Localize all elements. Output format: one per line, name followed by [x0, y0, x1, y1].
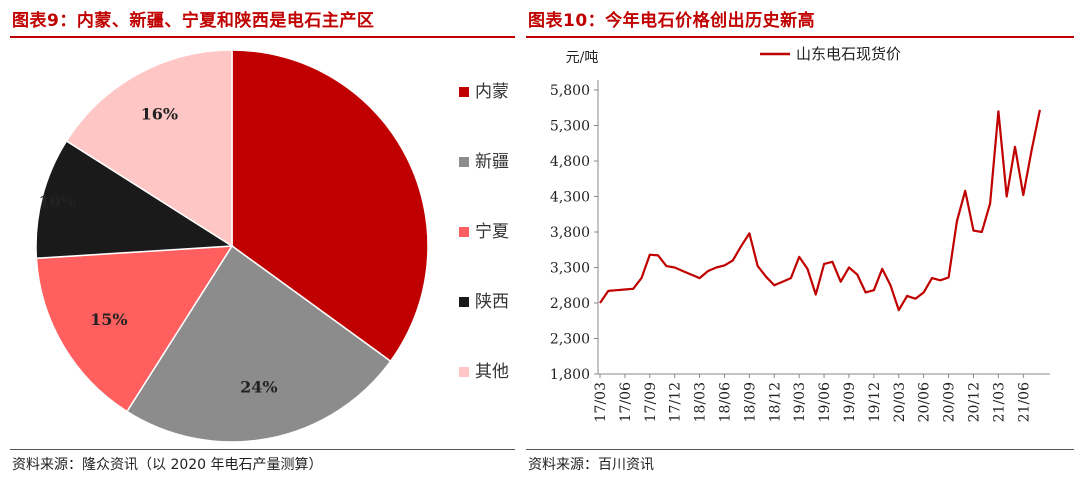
x-tick-label: 18/03 — [693, 382, 709, 422]
figure-10-source: 资料来源：百川资讯 — [528, 457, 654, 473]
figure-10-title-rule — [526, 36, 1074, 38]
figure-9-source: 资料来源：隆众资讯（以 2020 年电石产量测算） — [12, 457, 323, 473]
legend-swatch — [459, 367, 469, 377]
legend-label: 内蒙 — [475, 82, 509, 102]
left-figure-panel: 图表9：内蒙、新疆、宁夏和陕西是电石主产区 35% 24% 15% 10% 16% 内蒙… — [0, 0, 522, 486]
figure-9-source-rule — [10, 449, 515, 450]
figure-9-title-rule — [10, 36, 515, 38]
legend-label: 宁夏 — [475, 222, 509, 242]
x-tick-label: 21/03 — [991, 382, 1007, 422]
x-tick-label: 19/03 — [792, 382, 808, 422]
pie-slice-3 — [35, 245, 234, 413]
legend-swatch — [459, 227, 469, 237]
pie-data-labels: 35% 24% 15% 10% 16% — [39, 105, 391, 397]
figure-10-source-rule — [526, 449, 1074, 450]
y-tick-label: 3,300 — [550, 261, 590, 277]
legend-series-name: 山东电石现货价 — [796, 45, 901, 63]
y-tick-label: 2,800 — [550, 296, 590, 312]
x-tick-label: 18/12 — [767, 382, 783, 422]
pie-data-label: 24% — [240, 378, 277, 397]
legend-label: 新疆 — [475, 152, 509, 172]
x-tick-label: 18/06 — [717, 382, 733, 422]
y-tick-label: 1,800 — [550, 367, 590, 383]
pie-slice-5 — [65, 49, 233, 248]
y-tick-label: 5,800 — [550, 83, 590, 99]
pie-data-label: 16% — [141, 105, 178, 124]
pie-slice-2 — [125, 244, 392, 443]
x-tick-label: 21/06 — [1016, 382, 1032, 422]
pie-data-label: 15% — [90, 310, 127, 329]
y-tick-label: 3,800 — [550, 225, 590, 241]
x-tick-label: 18/09 — [742, 382, 758, 422]
x-tick-label: 19/12 — [867, 382, 883, 422]
x-tick-label: 17/03 — [593, 382, 609, 422]
series-line-shandong-price — [599, 109, 1041, 312]
pie-data-label: 10% — [39, 192, 76, 211]
line-chart-series — [599, 109, 1041, 312]
legend-swatch — [459, 157, 469, 167]
x-tick-label: 20/06 — [917, 382, 933, 422]
x-tick-label: 17/09 — [643, 382, 659, 422]
y-axis-label: 元/吨 — [566, 50, 599, 66]
figure-10-title: 图表10：今年电石价格创出历史新高 — [528, 11, 816, 31]
pie-slice-4 — [35, 139, 235, 260]
pie-slices — [35, 49, 429, 443]
legend-swatch — [459, 87, 469, 97]
pie-data-label: 35% — [353, 166, 390, 185]
pie-slice-1 — [231, 49, 429, 363]
right-figure-panel: 图表10：今年电石价格创出历史新高 元/吨 1,800 2,300 2,800 3,30… — [522, 0, 1080, 486]
x-tick-label: 19/09 — [842, 382, 858, 422]
legend-label: 其他 — [475, 362, 509, 382]
y-tick-label: 4,300 — [550, 190, 590, 206]
figure-9-title: 图表9：内蒙、新疆、宁夏和陕西是电石主产区 — [12, 11, 375, 31]
y-tick-label: 2,300 — [550, 332, 590, 348]
x-tick-label: 20/09 — [942, 382, 958, 422]
y-tick-label: 5,300 — [550, 119, 590, 135]
x-tick-label: 20/12 — [966, 382, 982, 422]
line-chart-axes: 元/吨 1,800 2,300 2,800 3,300 3,800 4,300 4,800 5,… — [550, 50, 1050, 422]
y-tick-label: 4,800 — [550, 154, 590, 170]
x-tick-label: 17/06 — [618, 382, 634, 422]
legend-swatch — [459, 297, 469, 307]
x-tick-label: 17/12 — [668, 382, 684, 422]
x-tick-label: 19/06 — [817, 382, 833, 422]
legend-label: 陕西 — [475, 292, 509, 312]
x-tick-label: 20/03 — [892, 382, 908, 422]
line-chart: 元/吨 1,800 2,300 2,800 3,300 3,800 4,300 4,800 5,… — [550, 45, 1050, 422]
line-chart-legend: 山东电石现货价 — [760, 45, 901, 63]
